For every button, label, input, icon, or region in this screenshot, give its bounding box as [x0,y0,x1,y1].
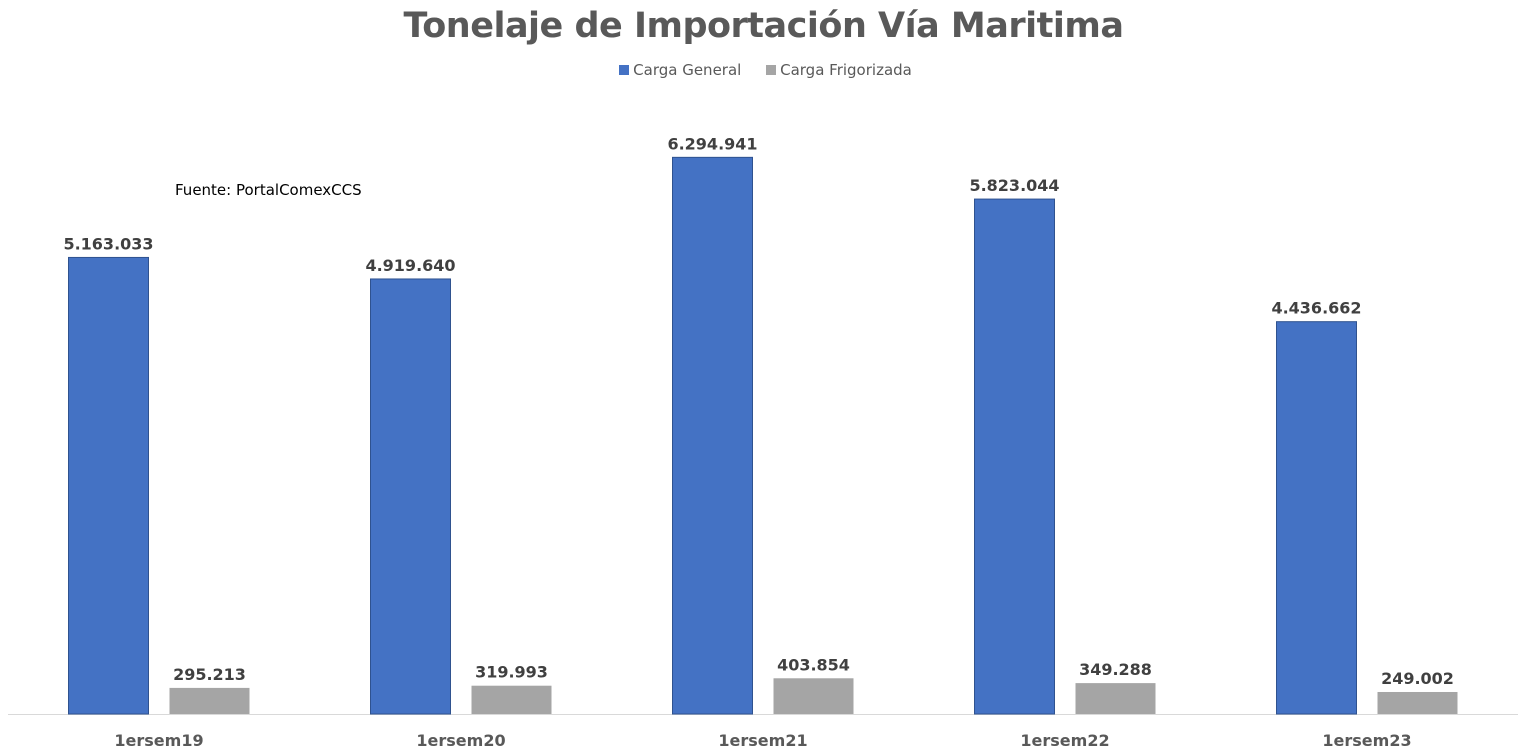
legend-label: Carga General [633,61,742,79]
data-label: 5.163.033 [63,234,153,253]
legend: Carga General Carga Frigorizada [0,61,1519,79]
source-annotation: Fuente: PortalComexCCS [175,181,362,199]
bar-carga-frigorizada [471,685,552,714]
chart-title: Tonelaje de Importación Vía Maritima [403,6,1124,46]
data-label: 5.823.044 [969,176,1059,195]
x-tick-label: 1ersem20 [416,731,505,750]
bar-carga-general [974,198,1055,715]
bar-carga-frigorizada [1075,683,1156,714]
legend-item-carga-frigorizada: Carga Frigorizada [766,61,912,79]
data-label: 249.002 [1381,669,1454,688]
data-label: 6.294.941 [667,134,757,153]
x-tick-label: 1ersem23 [1322,731,1411,750]
legend-item-carga-general: Carga General [619,61,741,79]
data-label: 403.854 [777,655,850,674]
data-label: 295.213 [173,665,246,684]
bar-carga-general [672,156,753,715]
legend-swatch [766,65,777,75]
x-tick-label: 1ersem21 [718,731,807,750]
data-label: 4.919.640 [365,256,455,275]
legend-swatch [619,65,630,75]
bar-carga-frigorizada [773,678,854,714]
bar-carga-general [68,256,149,715]
x-tick-label: 1ersem22 [1020,731,1109,750]
bar-carga-frigorizada [1377,691,1458,714]
data-label: 319.993 [475,663,548,682]
bar-carga-general [370,278,451,715]
data-label: 4.436.662 [1271,299,1361,318]
data-label: 349.288 [1079,660,1152,679]
bar-carga-general [1276,321,1357,715]
x-tick-label: 1ersem19 [114,731,203,750]
legend-label: Carga Frigorizada [780,61,912,79]
bar-carga-frigorizada [169,687,250,714]
